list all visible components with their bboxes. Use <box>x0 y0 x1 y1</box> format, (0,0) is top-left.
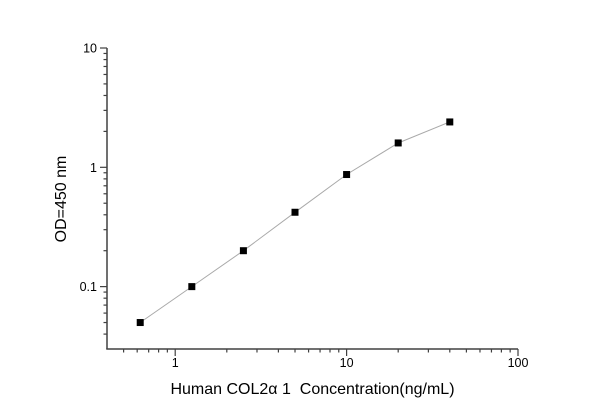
y-axis-title: OD=450 nm <box>53 155 70 243</box>
x-tick-label: 100 <box>508 356 529 370</box>
data-point <box>239 247 247 255</box>
data-point <box>446 118 454 126</box>
data-point <box>394 139 402 147</box>
data-point <box>343 171 351 179</box>
y-tick-label: 1 <box>90 161 97 175</box>
data-line <box>139 121 450 323</box>
x-tick-label: 1 <box>172 356 179 370</box>
x-tick-label: 10 <box>340 356 354 370</box>
x-axis-title: Human COL2α 1 Concentration(ng/mL) <box>170 381 455 398</box>
data-point <box>188 283 196 291</box>
data-point <box>291 208 299 216</box>
y-tick-label: 10 <box>83 42 97 56</box>
y-tick-label: 0.1 <box>80 280 97 294</box>
data-point <box>136 319 144 327</box>
